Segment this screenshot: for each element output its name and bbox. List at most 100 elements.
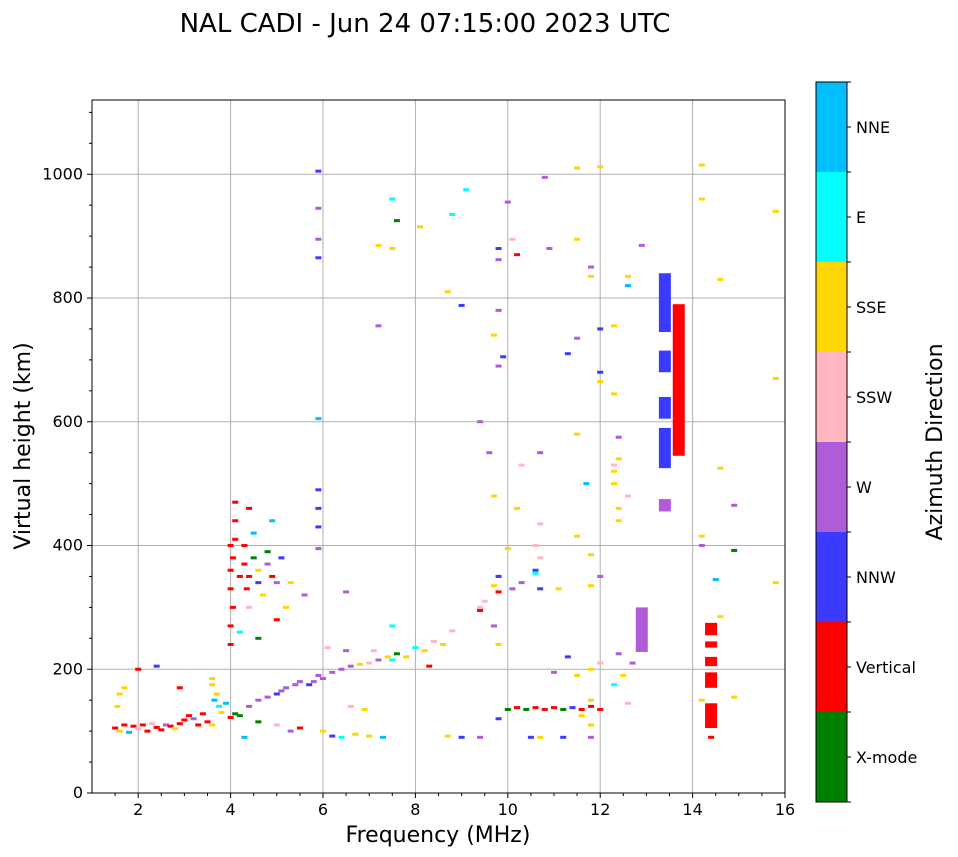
y-tick-label: 200 xyxy=(52,659,83,678)
colorbar-label: X-mode xyxy=(856,748,917,767)
echo-point xyxy=(347,704,354,708)
echo-point xyxy=(611,469,618,473)
echo-point xyxy=(329,670,336,674)
echo-point xyxy=(176,722,183,726)
echo-point xyxy=(509,237,516,241)
echo-point xyxy=(574,166,581,170)
echo-point xyxy=(218,711,225,715)
x-tick-label: 16 xyxy=(775,800,795,819)
echo-point xyxy=(514,253,521,257)
echo-point xyxy=(564,352,571,356)
echo-point xyxy=(114,704,121,708)
echo-point xyxy=(449,629,456,633)
echo-point xyxy=(292,683,299,687)
echo-point xyxy=(121,723,128,727)
echo-point xyxy=(477,605,484,609)
echo-point xyxy=(481,599,488,603)
echo-column xyxy=(705,641,718,648)
echo-point xyxy=(495,258,502,262)
echo-point xyxy=(315,169,322,173)
echo-point xyxy=(384,655,391,659)
echo-point xyxy=(551,670,557,674)
echo-point xyxy=(320,677,326,681)
echo-column xyxy=(705,703,718,729)
x-tick-label: 2 xyxy=(133,800,143,819)
echo-point xyxy=(624,701,631,705)
echo-point xyxy=(195,723,202,727)
echo-point xyxy=(389,247,396,250)
echo-point xyxy=(227,643,234,646)
y-axis-ticks: 0 200 400 600 800 1000 xyxy=(42,111,92,802)
echo-point xyxy=(426,664,433,668)
echo-point xyxy=(255,698,262,702)
echo-point xyxy=(389,658,396,662)
echo-point xyxy=(229,605,236,609)
echo-point xyxy=(320,729,326,733)
echo-point xyxy=(731,695,738,699)
echo-point xyxy=(620,673,627,677)
echo-point xyxy=(717,277,724,281)
echo-point xyxy=(283,686,290,690)
echo-point xyxy=(698,163,705,167)
echo-point xyxy=(356,662,363,666)
echo-point xyxy=(537,735,544,739)
echo-point xyxy=(273,581,280,585)
echo-point xyxy=(532,544,539,547)
echo-point xyxy=(211,698,218,702)
echo-point xyxy=(587,735,594,739)
echo-point xyxy=(130,724,137,728)
echo-point xyxy=(380,735,387,739)
data-marks xyxy=(112,163,779,739)
x-tick-label: 8 xyxy=(410,800,420,819)
echo-point xyxy=(518,463,525,467)
echo-point xyxy=(611,463,618,467)
echo-point xyxy=(698,534,705,538)
echo-point xyxy=(116,729,123,733)
echo-point xyxy=(731,548,738,552)
echo-point xyxy=(495,247,502,250)
echo-point xyxy=(176,686,183,690)
echo-point xyxy=(250,556,257,560)
echo-point xyxy=(236,714,243,718)
echo-column xyxy=(658,499,671,512)
echo-point xyxy=(430,639,437,643)
x-tick-label: 6 xyxy=(318,800,328,819)
echo-point xyxy=(315,256,322,260)
y-tick-label: 600 xyxy=(52,412,83,431)
echo-point xyxy=(366,661,373,665)
echo-point xyxy=(216,704,223,708)
echo-point xyxy=(273,618,280,622)
echo-column xyxy=(658,397,671,419)
echo-column xyxy=(658,427,671,469)
echo-point xyxy=(509,587,516,591)
echo-point xyxy=(560,735,567,739)
echo-point xyxy=(500,355,507,359)
echo-point xyxy=(181,718,188,722)
echo-point xyxy=(578,714,585,718)
echo-point xyxy=(587,584,594,588)
echo-point xyxy=(324,646,331,650)
echo-point xyxy=(597,574,604,578)
echo-point xyxy=(227,544,234,547)
echo-point xyxy=(597,661,604,665)
echo-point xyxy=(597,707,604,711)
echo-point xyxy=(523,707,530,711)
colorbar-label: Vertical xyxy=(856,658,916,677)
echo-point xyxy=(518,581,525,585)
x-tick-label: 4 xyxy=(226,800,236,819)
echo-point xyxy=(273,692,280,696)
echo-point xyxy=(278,556,285,560)
colorbar-segment xyxy=(816,712,847,802)
echo-point xyxy=(458,303,465,307)
echo-point xyxy=(537,451,544,455)
echo-point xyxy=(624,284,631,288)
echo-point xyxy=(597,165,604,169)
echo-point xyxy=(375,243,382,247)
echo-point xyxy=(611,482,618,486)
echo-point xyxy=(477,735,484,739)
echo-point xyxy=(283,605,290,609)
echo-point xyxy=(204,720,211,724)
echo-point xyxy=(389,624,396,628)
echo-point xyxy=(587,274,594,278)
colorbar-segment xyxy=(816,262,847,352)
